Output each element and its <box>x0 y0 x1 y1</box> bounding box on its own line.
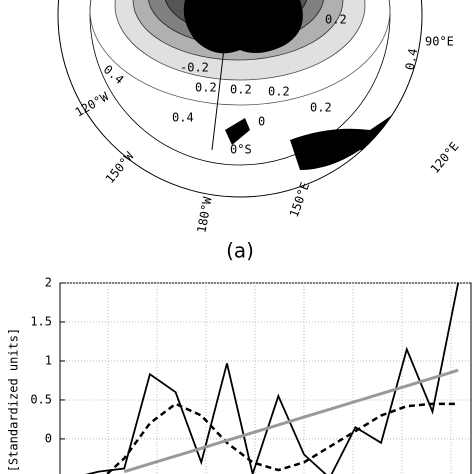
y-tick-label: 2 <box>45 276 52 290</box>
contour-label: 0°S <box>230 143 252 157</box>
contour <box>89 0 391 106</box>
y-tick-label: 0 <box>45 431 52 445</box>
contour-label: -0.2 <box>180 61 209 75</box>
y-tick-label: 0.5 <box>30 392 52 406</box>
new-zealand <box>225 118 250 145</box>
contour-label: 0.2 <box>195 81 217 95</box>
y-axis-label: [Standardized units] <box>7 328 21 473</box>
polar-map: 90°E 120°W 150°W 180°W 150°E 120°E -0.2 … <box>57 0 462 263</box>
panel-label: (a) <box>226 239 254 263</box>
contour-label: -0.2 <box>198 0 217 21</box>
contour-label: 0.2 <box>268 85 290 99</box>
transect <box>211 39 226 151</box>
y-tick-label: 1.5 <box>30 314 52 328</box>
graticule-label: 90°E <box>425 35 454 49</box>
contour-label: 0.4 <box>172 111 194 125</box>
y-tick-label: 1 <box>45 353 52 367</box>
contour-label: 0.4 <box>403 47 421 71</box>
line-series <box>123 368 459 474</box>
plot-frame <box>59 282 472 474</box>
contour-label: 0 <box>258 115 265 129</box>
line-series <box>85 283 460 474</box>
contour-label: 0.2 <box>230 83 252 97</box>
contour-label: 0.2 <box>310 101 332 115</box>
graticule-label: 120°E <box>428 139 462 176</box>
graticule-label: 180°W <box>194 195 214 234</box>
line-series <box>105 402 459 474</box>
antarctica <box>183 0 303 54</box>
contour-label: 0.2 <box>325 13 347 27</box>
